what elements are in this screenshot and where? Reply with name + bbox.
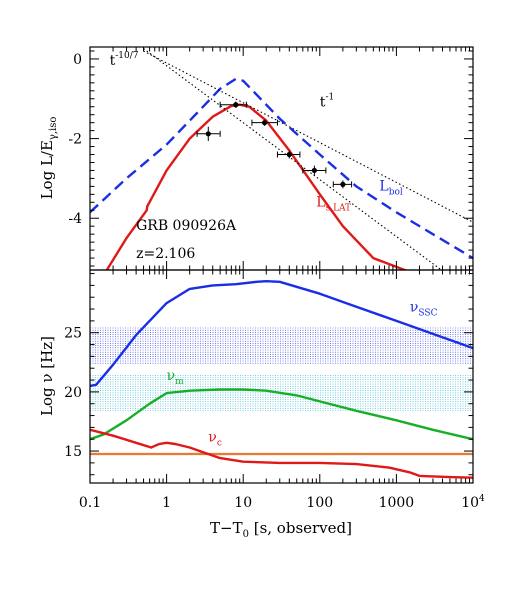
luminosity-data-point xyxy=(302,165,327,176)
frequency-series-0-label-main: ν xyxy=(410,299,419,315)
luminosity-series-0-label: Lbol xyxy=(379,178,402,197)
time-xtick-label: 10 xyxy=(234,495,252,511)
luminosity-series-1-label-sub: s,LAT xyxy=(326,203,351,213)
frequency-series-2-label: νc xyxy=(208,430,222,449)
luminosity-data-point-marker xyxy=(205,131,211,137)
luminosity-data-point-marker xyxy=(261,120,268,126)
luminosity-data-point-marker xyxy=(233,102,239,108)
luminosity-series-0-label-main: L xyxy=(379,178,388,194)
frequency-series-1-line xyxy=(90,388,473,441)
luminosity-data-point-marker xyxy=(311,167,317,174)
luminosity-data-point xyxy=(196,126,221,141)
frequency-series-1-label: νm xyxy=(167,368,185,387)
luminosity-series-1-label-main: L xyxy=(316,194,325,210)
time-x-axis-label-main: T−T xyxy=(210,519,243,537)
time-xtick-label: 0.1 xyxy=(79,495,101,511)
frequency-series-1-label-sub: m xyxy=(175,377,184,387)
frequency-series-2-label-sub: c xyxy=(217,439,222,449)
frequency-series-2-label-main: ν xyxy=(208,430,217,446)
luminosity-panel: 0 -2 -4 Log L/Eγ,iso GRB 090926A z=2.106 Lb… xyxy=(38,46,474,271)
frequency-y-axis-label: Log ν [Hz] xyxy=(38,336,56,416)
luminosity-ytick-label: -4 xyxy=(68,211,82,227)
frequency-ytick-label: 15 xyxy=(64,444,82,460)
luminosity-ytick-label: -2 xyxy=(68,132,82,148)
time-xtick-label-main: 1000 xyxy=(379,495,415,511)
time-xtick-label: 1000 xyxy=(379,495,415,511)
luminosity-data-point xyxy=(251,119,278,126)
luminosity-data-point-marker xyxy=(286,151,292,158)
luminosity-series-2-label-main: t xyxy=(110,53,116,69)
time-x-axis-label: T−T0 [s, observed] xyxy=(210,519,352,540)
luminosity-data-point xyxy=(332,180,353,189)
frequency-ytick-label: 25 xyxy=(64,326,82,342)
luminosity-series-0-label-sub: bol xyxy=(389,187,403,197)
time-xtick-label-main: 100 xyxy=(306,495,333,511)
time-xtick-label-main: 0.1 xyxy=(79,495,101,511)
time-x-axis-label-rest: [s, observed] xyxy=(249,519,352,537)
frequency-ytick-label: 20 xyxy=(64,385,82,401)
frequency-series-0-label: νSSC xyxy=(410,299,438,318)
luminosity-series-3-label-sup: -1 xyxy=(325,93,334,103)
frequency-series-2-line xyxy=(90,428,473,479)
time-x-axis-label-sub: 0 xyxy=(243,529,249,540)
time-xtick-label: 1 xyxy=(162,495,171,511)
frequency-series-0-line xyxy=(90,280,473,388)
luminosity-data-point xyxy=(276,150,301,159)
frequency-series-0-label-sub: SSC xyxy=(418,308,437,318)
luminosity-panel-frame xyxy=(89,46,474,271)
luminosity-series-2-label-sup: -10/7 xyxy=(115,51,139,61)
time-xtick-label-main: 10 xyxy=(234,495,252,511)
luminosity-series-3-label: t-1 xyxy=(320,93,334,111)
frequency-series-1-label-main: ν xyxy=(167,368,176,384)
time-xtick-label: 100 xyxy=(306,495,333,511)
luminosity-series-2-line xyxy=(143,48,443,270)
luminosity-data-point xyxy=(219,101,247,108)
luminosity-series-2-label: t-10/7 xyxy=(110,51,139,69)
luminosity-annotation-0: GRB 090926A xyxy=(136,218,237,234)
luminosity-data-point-marker xyxy=(340,181,346,187)
luminosity-series-0-line xyxy=(90,77,473,260)
time-xtick-label: 104 xyxy=(461,494,485,511)
frequency-panel-frame xyxy=(89,269,474,484)
time-xtick-label-sup: 4 xyxy=(479,494,485,504)
time-xtick-label-main: 1 xyxy=(162,495,171,511)
luminosity-annotation-1: z=2.106 xyxy=(136,246,195,262)
luminosity-series-3-label-main: t xyxy=(320,95,326,111)
frequency-band-2 xyxy=(90,452,473,456)
luminosity-ytick-label: 0 xyxy=(73,52,82,68)
luminosity-y-axis-label-sub: γ,iso xyxy=(48,117,59,141)
luminosity-series-3-line xyxy=(143,50,473,223)
luminosity-y-axis-label: Log L/Eγ,iso xyxy=(38,117,59,200)
time-xtick-label-main: 10 xyxy=(461,495,479,511)
luminosity-y-axis-label-main: Log L/E xyxy=(38,140,56,199)
frequency-band-0 xyxy=(90,327,473,364)
luminosity-series-1-label: Ls,LAT xyxy=(316,194,351,213)
